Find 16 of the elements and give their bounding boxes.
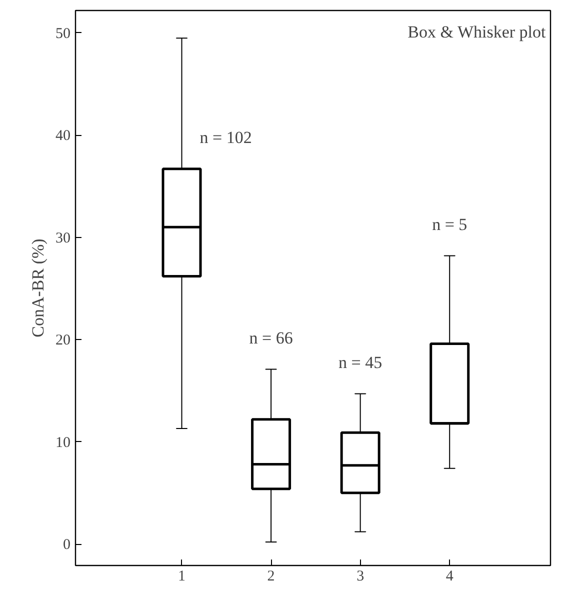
y-tick-label: 20 bbox=[56, 332, 70, 349]
x-tick-label: 4 bbox=[446, 568, 454, 584]
annotation: n = 5 bbox=[432, 214, 468, 234]
y-tick-label: 10 bbox=[56, 434, 70, 451]
annotation: n = 66 bbox=[249, 328, 293, 348]
y-tick-label: 0 bbox=[63, 537, 70, 554]
x-tick-label: 3 bbox=[356, 568, 364, 584]
annotation: n = 45 bbox=[338, 352, 382, 372]
y-tick-label: 40 bbox=[56, 128, 70, 144]
x-tick-label: 2 bbox=[267, 568, 275, 584]
y-tick-label: 50 bbox=[56, 26, 70, 42]
y-tick-label: 30 bbox=[56, 230, 70, 246]
x-tick-label: 1 bbox=[178, 568, 186, 584]
annotation: n = 102 bbox=[200, 128, 252, 147]
y-axis-title: ConA-BR (%) bbox=[28, 238, 48, 338]
text: Box & Whisker plot bbox=[408, 22, 546, 42]
